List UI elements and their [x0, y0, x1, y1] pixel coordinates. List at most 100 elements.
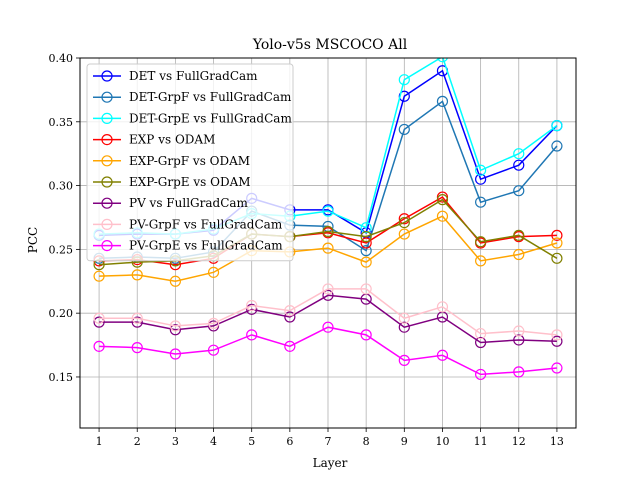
data-point — [284, 340, 296, 352]
data-point — [207, 344, 220, 356]
x-tick-label: 13 — [550, 435, 564, 448]
legend-label: DET vs FullGradCam — [129, 69, 258, 83]
legend-label: EXP vs ODAM — [129, 133, 215, 147]
data-point — [513, 229, 525, 241]
data-point — [398, 312, 410, 324]
data-point — [360, 231, 372, 243]
series-5 — [93, 210, 563, 287]
legend-item: EXP-GrpE vs ODAM — [93, 175, 251, 189]
legend-label: PV-GrpE vs FullGradCam — [129, 239, 283, 253]
legend-swatch-marker — [101, 218, 113, 230]
data-point — [551, 140, 563, 152]
data-point — [93, 316, 105, 328]
series-line — [99, 215, 558, 283]
data-point — [93, 340, 105, 352]
y-tick-label: 0.30 — [49, 180, 74, 193]
data-point — [207, 266, 220, 278]
tick-labels: 1 2 3 4 5 6 7 8 9 10 11 12 130.150.200.250.300.350.4… — [49, 52, 564, 448]
data-point — [131, 342, 143, 354]
legend-label: PV-GrpF vs FullGradCam — [129, 217, 283, 231]
data-point — [322, 283, 334, 295]
data-point — [360, 283, 372, 295]
data-point — [513, 325, 525, 337]
legend-swatch-marker — [101, 134, 113, 146]
legend-item: PV vs FullGradCam — [93, 196, 249, 210]
data-point — [169, 324, 181, 336]
data-point — [436, 194, 449, 206]
x-tick-label: 8 — [363, 435, 370, 448]
legend-box — [86, 63, 294, 262]
data-point — [513, 334, 525, 346]
data-point — [93, 270, 105, 282]
data-point — [436, 191, 449, 203]
data-point — [284, 311, 296, 323]
data-point — [436, 210, 449, 222]
data-point — [398, 216, 410, 229]
data-point — [551, 237, 563, 249]
legend-swatch-marker — [101, 112, 113, 125]
data-point — [551, 329, 563, 341]
data-point — [475, 255, 487, 267]
y-tick-label: 0.15 — [49, 371, 74, 384]
legend-item: PV-GrpE vs FullGradCam — [93, 239, 283, 253]
data-point — [322, 225, 334, 238]
legend-item: EXP vs ODAM — [93, 133, 215, 147]
x-tick-label: 3 — [172, 435, 179, 448]
x-tick-label: 10 — [435, 435, 449, 448]
data-point — [398, 74, 410, 86]
data-point — [475, 164, 487, 176]
data-point — [360, 237, 372, 249]
data-point — [360, 256, 372, 268]
legend-swatch-marker — [101, 176, 113, 188]
series-7 — [93, 289, 563, 349]
x-tick-label: 5 — [248, 435, 255, 448]
legend-swatch-marker — [101, 197, 113, 209]
y-tick-label: 0.40 — [49, 52, 74, 65]
y-tick-label: 0.20 — [49, 307, 74, 320]
series-line — [99, 326, 557, 376]
data-point — [475, 327, 487, 340]
legend-label: EXP-GrpF vs ODAM — [129, 154, 250, 168]
x-tick-label: 4 — [210, 435, 217, 448]
data-point — [436, 95, 449, 107]
data-point — [551, 120, 563, 132]
data-point — [360, 329, 372, 341]
data-point — [207, 317, 220, 329]
legend: DET vs FullGradCam DET-GrpF vs FullGradCa… — [86, 63, 294, 262]
legend-label: DET-GrpE vs FullGradCam — [129, 111, 292, 125]
x-tick-label: 2 — [134, 435, 141, 448]
ticks — [76, 57, 558, 432]
series-line — [99, 288, 557, 336]
data-point — [169, 275, 181, 287]
data-point — [322, 205, 334, 217]
x-tick-label: 7 — [325, 435, 332, 448]
data-point — [513, 248, 525, 261]
data-point — [551, 362, 563, 374]
data-point — [131, 316, 143, 328]
legend-item: DET-GrpF vs FullGradCam — [93, 90, 292, 104]
data-point — [169, 348, 181, 360]
data-point — [475, 336, 487, 349]
data-point — [551, 229, 563, 241]
legend-item: PV-GrpF vs FullGradCam — [93, 217, 283, 231]
data-point — [398, 321, 410, 333]
legend-item: EXP-GrpF vs ODAM — [93, 154, 250, 168]
legend-label: DET-GrpF vs FullGradCam — [129, 90, 292, 104]
legend-item: DET vs FullGradCam — [93, 69, 258, 83]
data-point — [131, 312, 143, 324]
data-point — [246, 303, 258, 315]
data-point — [513, 159, 525, 171]
data-point — [475, 368, 487, 381]
y-tick-label: 0.35 — [49, 116, 74, 129]
data-point — [284, 305, 296, 317]
y-tick-label: 0.25 — [49, 243, 74, 256]
data-point — [436, 349, 449, 361]
data-point — [360, 245, 372, 257]
data-point — [398, 123, 410, 136]
data-point — [513, 148, 525, 160]
data-point — [207, 320, 220, 332]
legend-label: PV vs FullGradCam — [129, 196, 249, 210]
data-point — [360, 222, 372, 234]
data-point — [93, 312, 105, 324]
